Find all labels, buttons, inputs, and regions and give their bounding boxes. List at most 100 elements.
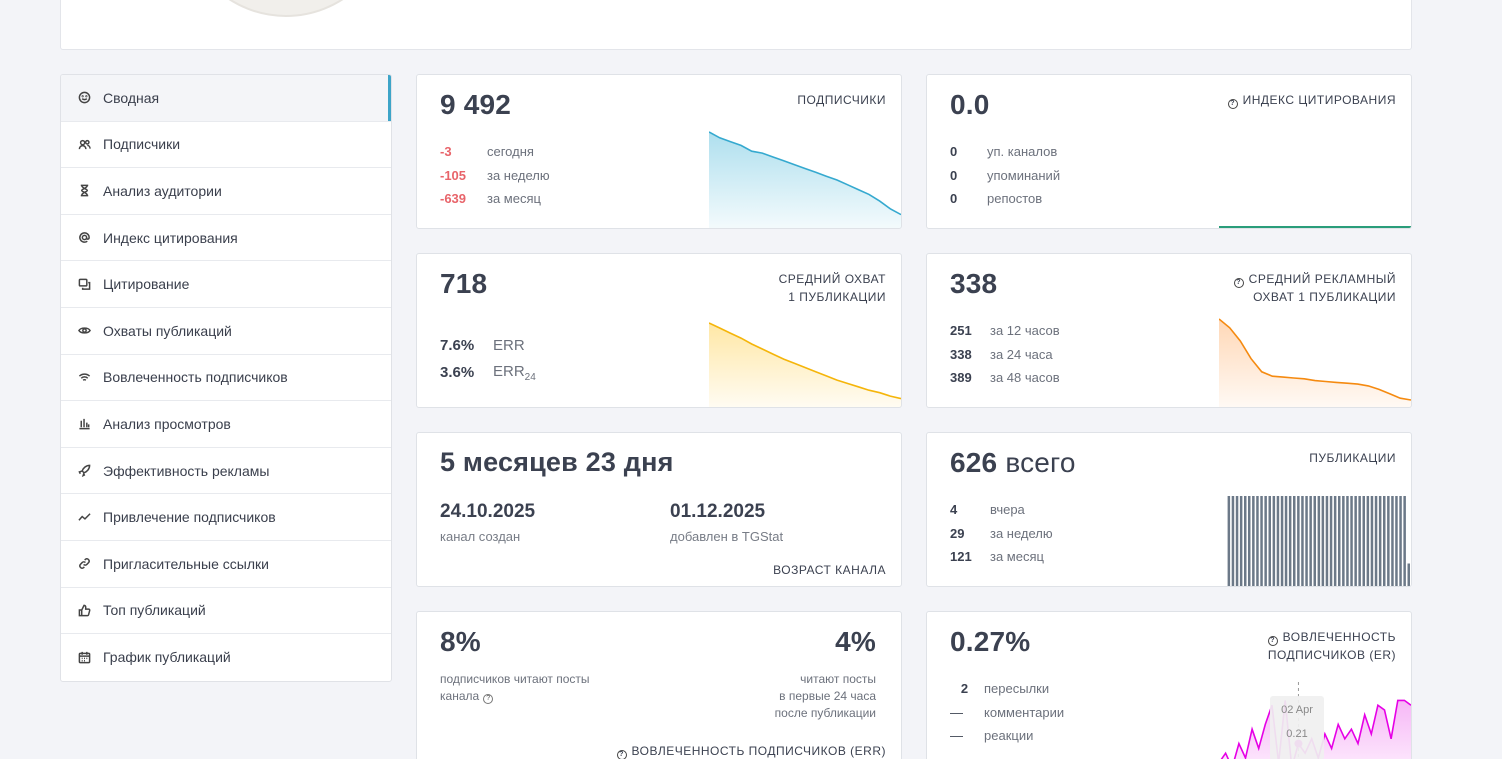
added-date: 01.12.2025 (670, 501, 766, 522)
stat-row-24h: 338 за 24 часа (950, 343, 1060, 367)
subscribers-count: 9 492 (440, 89, 512, 120)
reach-value: 718 (440, 268, 488, 299)
help-icon[interactable]: ? (1233, 278, 1244, 288)
hourglass-icon (77, 184, 91, 198)
chart-bar (1399, 496, 1402, 586)
sidebar-item-hourglass[interactable]: Анализ аудитории (61, 168, 391, 215)
thumbs-up-icon (77, 603, 91, 617)
stat-row-yesterday: 4 вчера (950, 498, 1053, 522)
chart-bar (1284, 496, 1288, 586)
chart-bar (1346, 496, 1349, 586)
sidebar-item-label: Вовлеченность подписчиков (103, 369, 288, 386)
err-right-value: 4% (835, 626, 876, 657)
stat-row-12h: 251 за 12 часов (950, 319, 1060, 343)
channel-age-caption: ВОЗРАСТ КАНАЛА (773, 563, 886, 577)
chart-bar (1407, 563, 1410, 586)
added-block: 01.12.2025 добавлен в TGStat (670, 501, 783, 544)
sidebar-item-bar-chart[interactable]: Анализ просмотров (61, 401, 391, 448)
stat-row-reposts: 0 репостов (950, 187, 1060, 211)
chart-bar (1309, 496, 1312, 586)
stat-row-comments: — комментарии (950, 701, 1064, 725)
stat-row-channels: 0 уп. каналов (950, 140, 1060, 164)
stat-label: сегодня (487, 144, 534, 160)
citation-sparkline (1219, 226, 1411, 228)
sidebar-item-trend[interactable]: Привлечение подписчиков (61, 494, 391, 541)
chart-area (709, 132, 901, 228)
chart-bar (1244, 496, 1247, 586)
sidebar-item-label: Топ публикаций (103, 602, 206, 619)
stat-label: за 12 часов (990, 323, 1060, 339)
sidebar-item-thumbs-up[interactable]: Топ публикаций (61, 588, 391, 635)
sidebar-item-at[interactable]: Индекс цитирования (61, 215, 391, 262)
chart-bar (1264, 496, 1267, 586)
stat-row-48h: 389 за 48 часов (950, 366, 1060, 390)
eye-icon (77, 324, 91, 338)
sidebar-item-label: Анализ просмотров (103, 415, 231, 432)
sidebar-item-label: Сводная (103, 89, 160, 106)
sidebar-item-label: Анализ аудитории (103, 182, 222, 199)
stat-label: комментарии (984, 704, 1065, 720)
quote-icon (77, 277, 91, 291)
link-icon (77, 557, 91, 571)
err24-label: ERR24 (493, 362, 536, 383)
chart-bar (1366, 496, 1370, 586)
sidebar-item-wifi[interactable]: Вовлеченность подписчиков (61, 355, 391, 402)
sidebar-item-rocket[interactable]: Эффективность рекламы (61, 448, 391, 495)
sidebar-item-smile[interactable]: Сводная (61, 75, 391, 122)
subscribers-card[interactable]: 9 492 ПОДПИСЧИКИ -3 сегодня -105 за неделю… (416, 74, 902, 229)
posts-card[interactable]: 626 всего ПУБЛИКАЦИИ 4 вчера 29 за неделю … (926, 432, 1412, 587)
er-card[interactable]: 0.27% ? ВОВЛЕЧЕННОСТЬ ПОДПИСЧИКОВ (ER) 2 пе… (926, 611, 1412, 759)
chart-line (1219, 318, 1411, 401)
stat-value: 29 (950, 525, 965, 541)
sidebar-item-quote[interactable]: Цитирование (61, 261, 391, 308)
chart-bar (1317, 496, 1321, 586)
citation-caption: ? ИНДЕКС ЦИТИРОВАНИЯ (1227, 91, 1396, 109)
err24-value: 3.6% (440, 364, 475, 381)
sidebar-item-label: Индекс цитирования (103, 229, 238, 246)
err-card[interactable]: 8% 4% подписчиков читают посты канала? ч… (416, 611, 902, 759)
sidebar-item-calendar[interactable]: График публикаций (61, 634, 391, 681)
chart-line (709, 322, 901, 400)
stat-row-month: -639 за месяц (440, 187, 550, 211)
sidebar-item-eye[interactable]: Охваты публикаций (61, 308, 391, 355)
chart-bar (1325, 496, 1329, 586)
chart-bar (1231, 496, 1235, 586)
err24-row: 3.6% ERR24 (440, 359, 536, 386)
chart-area (709, 323, 901, 407)
chart-bar (1256, 496, 1259, 586)
help-icon[interactable]: ? (483, 694, 494, 704)
chart-bar (1252, 496, 1255, 586)
chart-bar (1268, 496, 1271, 586)
tooltip-value: 0.21 (1286, 728, 1308, 740)
ad-reach-sparkline (1219, 318, 1411, 407)
chart-bar (1362, 496, 1365, 586)
stat-label: за 48 часов (990, 370, 1060, 386)
chart-bar (1378, 496, 1382, 586)
sidebar-item-label: Цитирование (103, 276, 190, 293)
reach-card[interactable]: 718 СРЕДНИЙ ОХВАТ 1 ПУБЛИКАЦИИ 7.6% ERR 3.… (416, 253, 902, 408)
stat-value: 0 (950, 167, 958, 183)
stat-label: репостов (987, 191, 1043, 207)
help-icon[interactable]: ? (1227, 99, 1238, 109)
sidebar-item-link[interactable]: Пригласительные ссылки (61, 541, 391, 588)
subscribers-caption: ПОДПИСЧИКИ (797, 93, 886, 107)
stat-row-week: -105 за неделю (440, 164, 550, 188)
citation-card[interactable]: 0.0 ? ИНДЕКС ЦИТИРОВАНИЯ 0 уп. каналов 0 уп… (926, 74, 1412, 229)
channel-age-card[interactable]: 5 месяцев 23 дня 24.10.2025 канал создан… (416, 432, 902, 587)
sidebar-item-label: Эффективность рекламы (103, 462, 270, 479)
created-date: 24.10.2025 (440, 501, 536, 522)
ad-reach-value: 338 (950, 268, 998, 299)
stat-value: — (950, 728, 963, 744)
help-icon[interactable]: ? (1267, 636, 1278, 646)
stat-label: за 24 часа (990, 346, 1053, 362)
stat-value: 2 (960, 681, 969, 697)
stat-value: 0 (950, 191, 958, 207)
ad-reach-card[interactable]: 338 ? СРЕДНИЙ РЕКЛАМНЫЙ ОХВАТ 1 ПУБЛИКАЦИИ… (926, 253, 1412, 408)
stat-label: за месяц (487, 191, 541, 207)
chart-bar (1342, 496, 1345, 586)
help-icon[interactable]: ? (616, 750, 627, 759)
stat-value: 4 (950, 502, 958, 518)
stat-value: 338 (950, 346, 972, 362)
chart-bar (1354, 496, 1357, 586)
sidebar-item-users[interactable]: Подписчики (61, 122, 391, 169)
